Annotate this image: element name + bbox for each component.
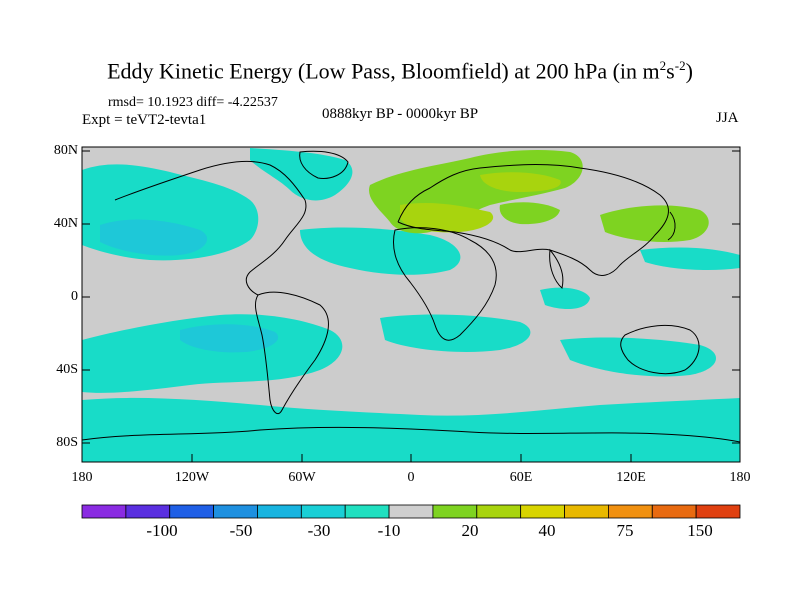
colorbar-swatch [564, 504, 609, 519]
coastline-australia [620, 325, 700, 375]
colorbar-label: -30 [307, 521, 331, 540]
x-tick-label-60w: 60W [288, 470, 316, 485]
anomaly-region-south-pacific [82, 314, 343, 393]
coastline-eurasia [397, 164, 669, 276]
anomaly-region-north-pacific-east [640, 247, 740, 270]
x-tick-label-180w: 180 [71, 470, 93, 485]
colorbar-label: -10 [377, 521, 401, 540]
anomaly-region-north-atlantic [250, 148, 353, 201]
anomaly-region-indian-ocean [560, 337, 717, 377]
colorbar-swatch [388, 504, 434, 519]
colorbar-swatch [695, 504, 741, 519]
anomaly-region-mediterranean [400, 202, 494, 233]
x-tick-label-120w: 120W [174, 470, 210, 485]
colorbar-swatch [169, 504, 214, 519]
coastline-antarctica [82, 426, 740, 443]
anomaly-region-southern-ocean [82, 397, 740, 462]
anomaly-field [82, 148, 740, 462]
colorbar-label: -100 [146, 521, 178, 540]
x-tick-label-60e: 60E [509, 470, 533, 485]
coastline-africa [393, 227, 497, 341]
anomaly-region-north-pacific-core [100, 219, 208, 256]
anomaly-region-atlantic [300, 227, 461, 275]
colorbar-swatch [81, 504, 127, 519]
colorbar-swatch [257, 504, 302, 519]
coastline-south-america [255, 291, 329, 415]
y-tick-label-0: 0 [71, 289, 78, 304]
y-tick-label-80s: 80S [56, 435, 78, 450]
x-axis-ticks [81, 454, 741, 462]
colorbar-label: 75 [616, 521, 634, 540]
anomaly-region-east-asia [600, 205, 709, 243]
colorbar-swatch [476, 504, 522, 519]
x-tick-label-180e: 180 [729, 470, 751, 485]
anomaly-region-west-asia [499, 202, 560, 225]
coastlines [82, 150, 740, 443]
rmsd-diff-stats: rmsd= 10.1923 diff= -4.22537 [108, 95, 278, 110]
coastline-greenland [299, 150, 349, 179]
colorbar-swatch [344, 504, 390, 519]
y-tick-label-40n: 40N [53, 216, 78, 231]
colorbar-swatch [432, 504, 478, 519]
colorbar-swatch [213, 504, 258, 519]
plot-title: Eddy Kinetic Energy (Low Pass, Bloomfiel… [107, 58, 693, 84]
coastline-japan [667, 211, 676, 241]
y-tick-label-80n: 80N [53, 143, 78, 158]
colorbar-swatch [608, 504, 653, 519]
coastline-north-america [114, 160, 307, 296]
colorbar-swatch [520, 504, 565, 519]
x-tick-label-120e: 120E [616, 470, 646, 485]
colorbar [81, 504, 741, 519]
season-label: JJA [716, 110, 739, 126]
anomaly-region-west-pacific [540, 287, 590, 310]
coastline-india [549, 248, 564, 289]
colorbar-label: 20 [461, 521, 479, 540]
y-axis-ticks [82, 150, 740, 444]
colorbar-swatch [300, 504, 346, 519]
colorbar-swatch [125, 504, 171, 519]
anomaly-region-central-asia [480, 172, 561, 192]
colorbar-label: -50 [229, 521, 253, 540]
colorbar-swatch [651, 504, 697, 519]
period-label: 0888kyr BP - 0000kyr BP [322, 106, 479, 122]
colorbar-label: 40 [538, 521, 556, 540]
y-tick-label-40s: 40S [56, 362, 78, 377]
anomaly-region-south-pacific-core [180, 324, 279, 353]
anomaly-region-south-atlantic [380, 314, 531, 352]
colorbar-label: 150 [687, 521, 713, 540]
x-tick-label-0: 0 [407, 470, 415, 485]
experiment-label: Expt = teVT2-tevta1 [82, 112, 207, 128]
